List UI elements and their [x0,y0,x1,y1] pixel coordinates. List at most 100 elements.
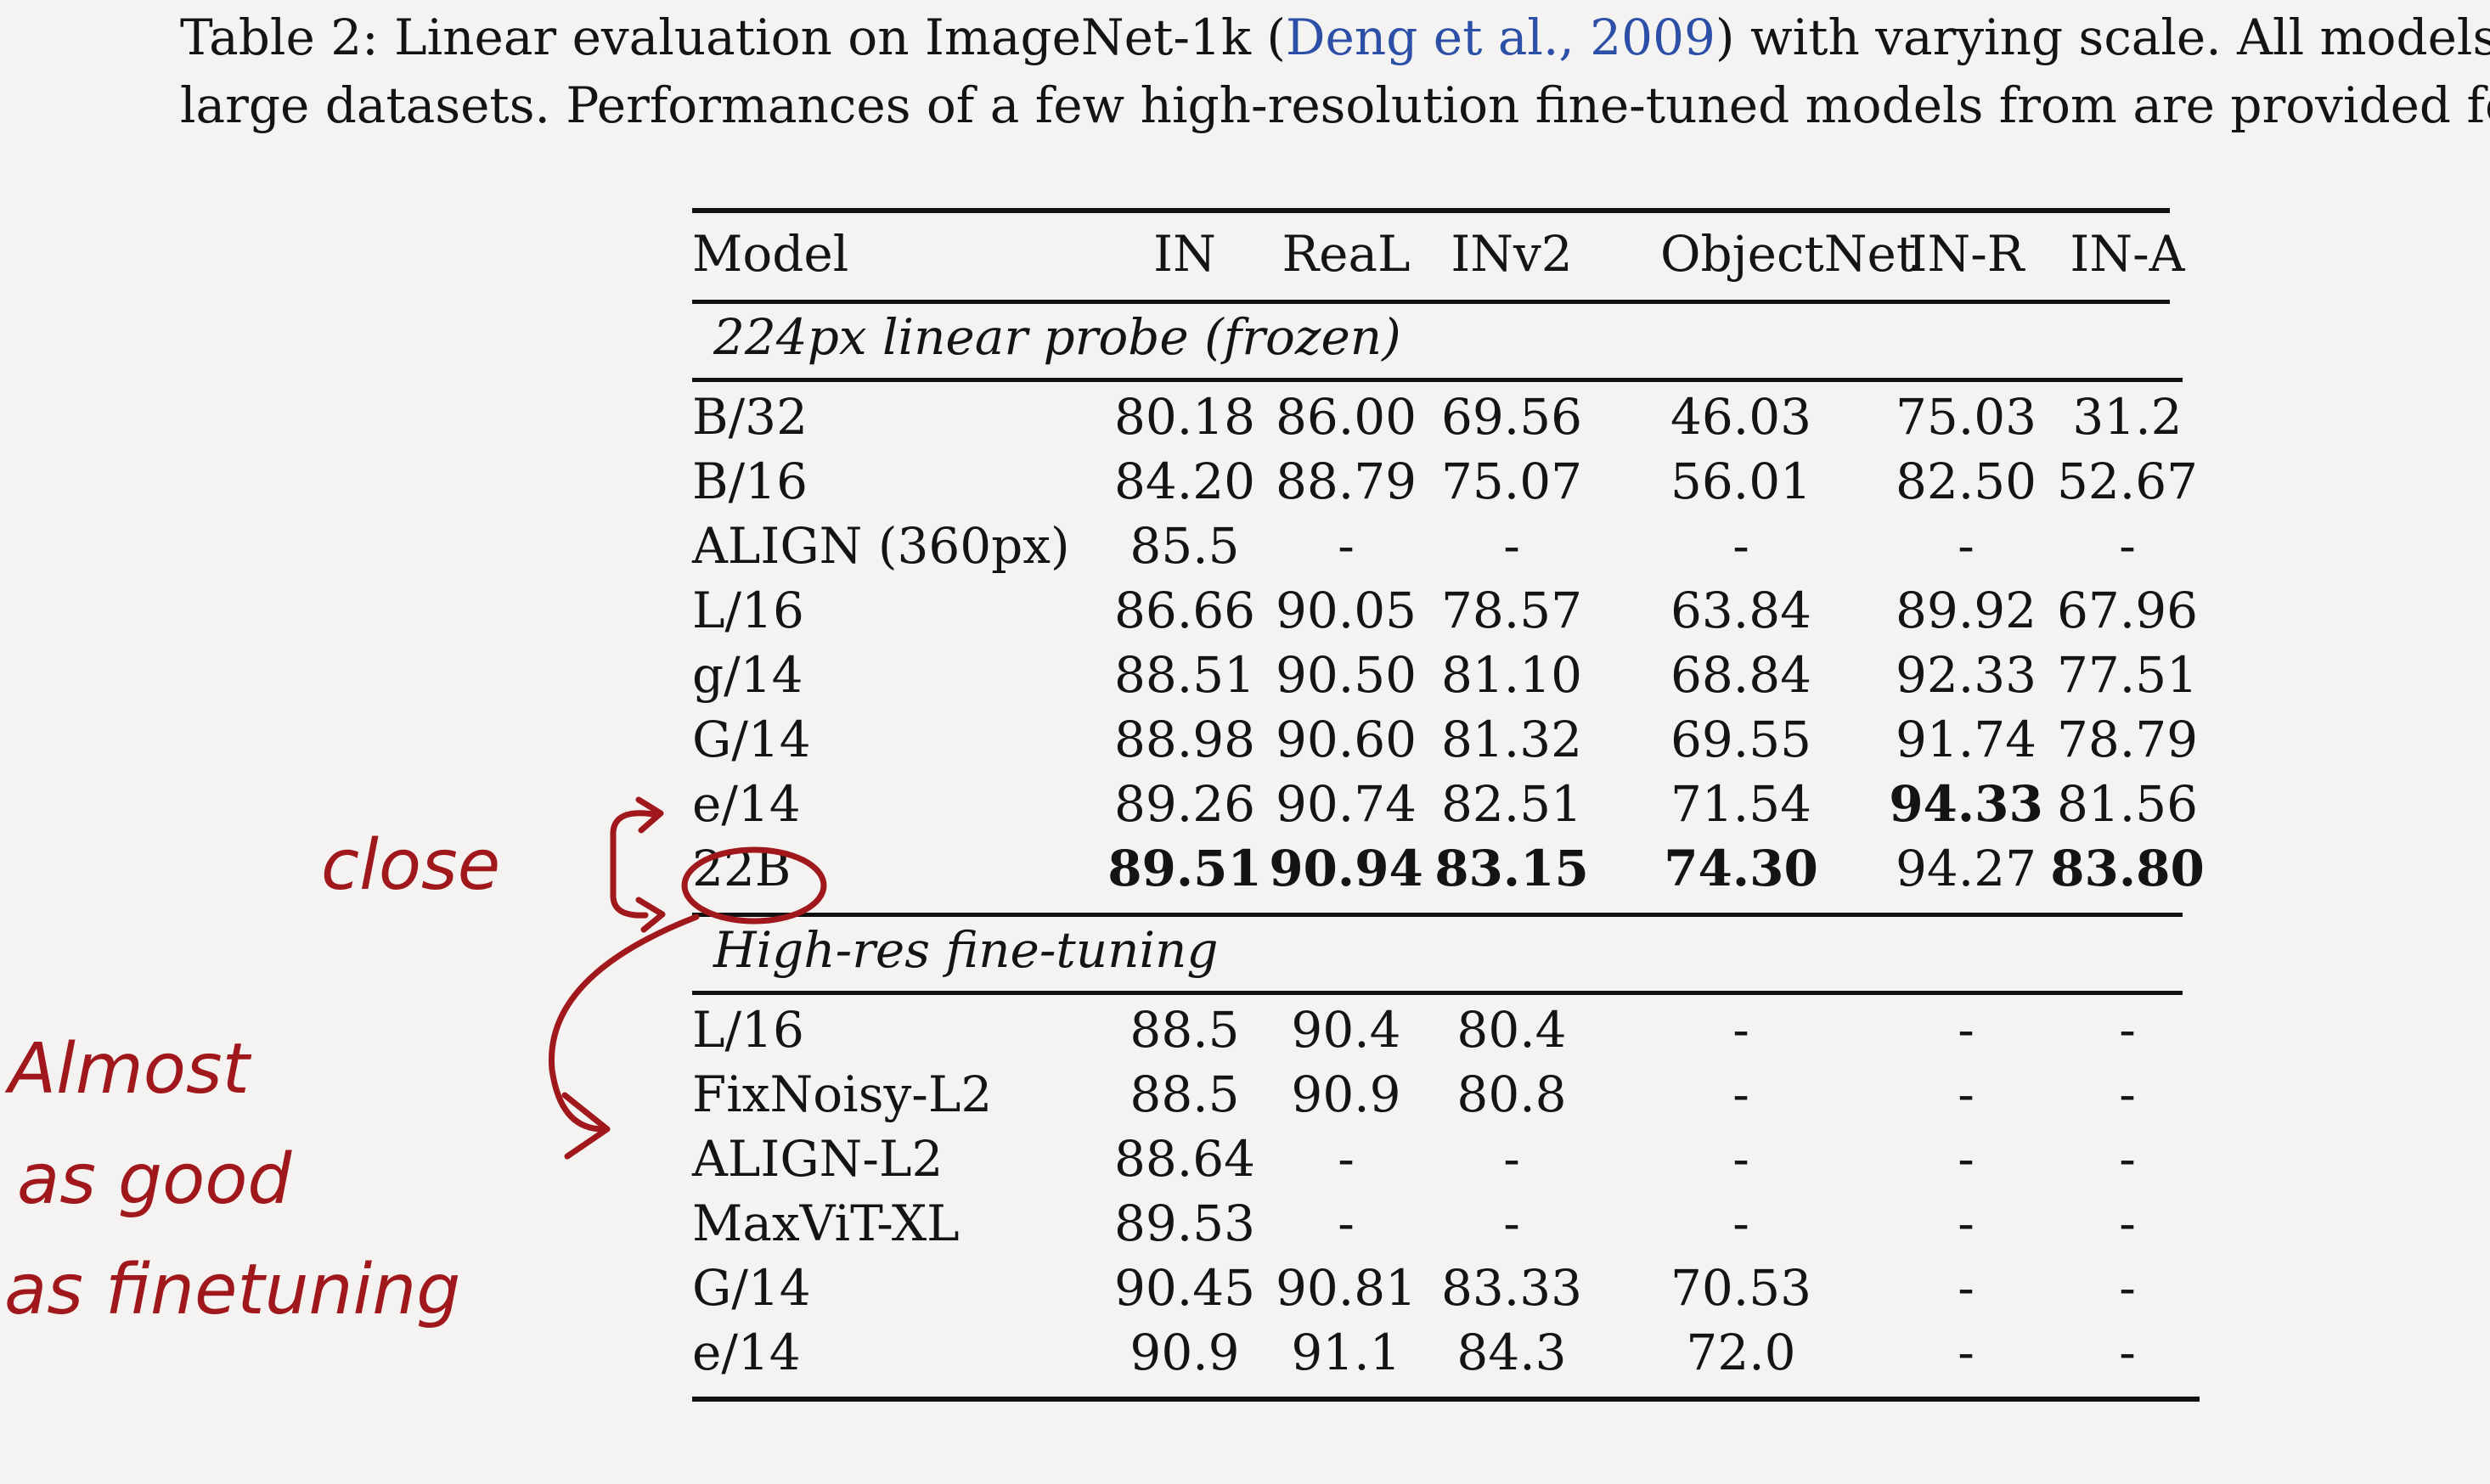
table-cell: 80.8 [1456,1065,1567,1123]
table-cell: 90.9 [1291,1065,1401,1123]
table-cell: 90.81 [1275,1259,1417,1317]
table-cell: - [2119,517,2136,575]
table-cell: 88.79 [1275,453,1417,510]
table-cell: 90.4 [1291,1001,1401,1059]
table-cell: - [1958,1195,1975,1252]
table-cell: 75.07 [1440,453,1583,510]
table-rule [692,378,2183,382]
curved-arrow-head-icon [561,1092,611,1160]
table-rule [692,300,2170,304]
section-title: High-res fine-tuning [713,921,1219,979]
annotation-almost-line-2: as good [17,1139,292,1220]
table-cell: 31.2 [2072,388,2183,446]
column-header: IN-A [2070,225,2185,283]
table-cell: 81.32 [1440,711,1583,768]
row-model-name: e/14 [692,1324,801,1381]
caption-text: Table 2: Linear evaluation on ImageNet-1… [180,8,1287,66]
table-cell: 88.51 [1113,646,1256,704]
row-model-name: G/14 [692,711,811,768]
row-model-name: ALIGN (360px) [692,517,1070,575]
row-model-name: G/14 [692,1259,811,1317]
table-cell: - [2119,1130,2136,1188]
arrow-to-22b-icon [635,897,666,933]
table-cell: 88.98 [1113,711,1256,768]
table-cell: 78.79 [2056,711,2199,768]
caption-text: ) with varying scale. All models pre-tra [1715,8,2490,66]
table-cell: 82.50 [1895,453,2037,510]
column-header: IN-R [1907,225,2025,283]
row-model-name: e/14 [692,775,801,833]
table-cell: - [2119,1259,2136,1317]
column-header: IN [1153,225,1216,283]
table-cell: - [1958,1324,1975,1381]
table-cell: 90.50 [1275,646,1417,704]
table-cell: - [1732,1065,1749,1123]
table-cell: 92.33 [1895,646,2037,704]
table-cell: 83.33 [1440,1259,1583,1317]
citation-link[interactable]: Deng et al., 2009 [1286,8,1715,66]
table-cell: - [1958,1130,1975,1188]
table-cell: - [1732,1001,1749,1059]
table-cell: 86.00 [1275,388,1417,446]
table-cell: - [2119,1001,2136,1059]
table-cell: 67.96 [2056,582,2199,639]
table-cell: - [2119,1195,2136,1252]
section-title: 224px linear probe (frozen) [713,308,1401,366]
row-model-name: MaxViT-XL [692,1195,960,1252]
table-cell: - [1503,1195,1520,1252]
table-cell: - [1338,1130,1355,1188]
table-cell: 80.18 [1113,388,1256,446]
table-cell: 63.84 [1670,582,1812,639]
table-cell: 85.5 [1130,517,1240,575]
table-cell: - [1732,517,1749,575]
row-model-name: ALIGN-L2 [692,1130,944,1188]
table-cell: 91.74 [1895,711,2037,768]
table-cell: 89.92 [1895,582,2037,639]
table-cell: 90.9 [1130,1324,1240,1381]
table-cell: 68.84 [1670,646,1812,704]
curved-arrow [548,913,700,1133]
table-cell: 89.51 [1107,840,1262,897]
table-cell: 94.27 [1895,840,2037,897]
table-cell: 69.55 [1670,711,1812,768]
table-rule [692,1397,2200,1402]
table-cell: 86.66 [1113,582,1256,639]
table-cell: 52.67 [2056,453,2199,510]
annotation-almost-line-1: Almost [8,1029,250,1110]
table-cell: 90.45 [1113,1259,1256,1317]
table-cell: 83.80 [2050,840,2205,897]
table-rule [692,208,2170,213]
row-model-name: L/16 [692,1001,804,1059]
row-model-name: g/14 [692,646,803,704]
table-cell: 72.0 [1686,1324,1796,1381]
table-cell: 94.33 [1889,775,2043,833]
table-cell: 74.30 [1664,840,1818,897]
table-cell: - [2119,1065,2136,1123]
table-cell: 81.10 [1440,646,1583,704]
table-cell: 89.53 [1113,1195,1256,1252]
table-rule [692,991,2183,995]
table-cell: 83.15 [1434,840,1589,897]
column-header: INv2 [1451,225,1573,283]
table-cell: 46.03 [1670,388,1812,446]
arrow-to-e14-icon [635,796,664,834]
table-cell: - [1503,1130,1520,1188]
table-cell: 75.03 [1895,388,2037,446]
table-cell: 90.60 [1275,711,1417,768]
table-cell: 88.5 [1130,1001,1240,1059]
table-cell: - [1732,1195,1749,1252]
table-cell: - [1732,1130,1749,1188]
table-cell: 84.3 [1456,1324,1567,1381]
table-cell: - [1958,1259,1975,1317]
circle-around-22b [681,846,827,925]
annotation-almost-line-3: as finetuning [4,1250,461,1330]
close-bracket [610,810,662,919]
table-cell: 90.94 [1269,840,1423,897]
table-cell: 77.51 [2056,646,2199,704]
table-caption: Table 2: Linear evaluation on ImageNet-1… [180,3,2490,139]
table-rule [692,913,2183,917]
table-cell: 71.54 [1670,775,1812,833]
column-header: Model [692,225,849,283]
table-cell: 80.4 [1456,1001,1567,1059]
